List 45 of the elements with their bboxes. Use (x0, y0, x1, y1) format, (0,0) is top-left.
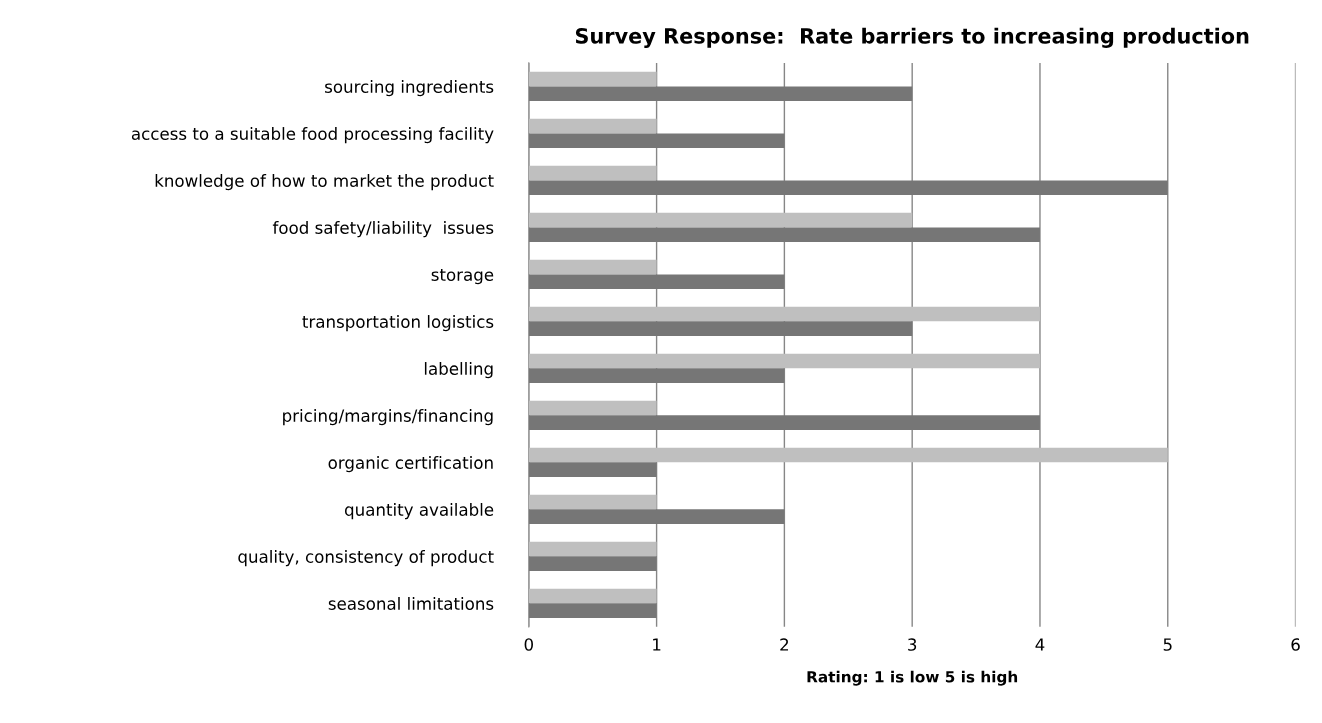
bar (528, 259, 657, 275)
x-tick-label: 0 (524, 638, 533, 651)
y-tick-label: transportation logistics (302, 315, 494, 332)
x-tick-label: 2 (780, 638, 789, 651)
bar (528, 603, 657, 618)
x-tick-label: 5 (1163, 638, 1172, 651)
y-tick-label: storage (431, 269, 494, 285)
bar (528, 180, 1168, 195)
bar (528, 494, 657, 510)
x-axis-title: Rating: 1 is low 5 is high (807, 670, 1018, 686)
bar (528, 400, 657, 416)
bar (528, 274, 785, 289)
y-tick-label: sourcing ingredients (325, 80, 494, 97)
y-tick-label: labelling (424, 362, 493, 379)
y-tick-label: access to a suitable food processing facility (131, 127, 494, 144)
x-tick-label: 1 (653, 638, 661, 651)
y-tick-label: organic certification (328, 456, 493, 473)
bar (528, 133, 785, 148)
bar (528, 588, 657, 604)
bar (528, 212, 913, 228)
bar (528, 227, 1040, 242)
bar (528, 447, 1168, 463)
bar (528, 509, 785, 524)
x-tick-label: 4 (1035, 638, 1045, 651)
bar (528, 353, 1040, 369)
chart-title: Survey Response: Rate barriers to increasing production (575, 27, 1249, 48)
bar (528, 306, 1040, 322)
bar (528, 415, 1040, 430)
y-tick-label: quantity available (344, 503, 494, 520)
bar (528, 321, 913, 336)
y-tick-label: pricing/margins/financing (283, 409, 493, 426)
bar (528, 71, 657, 87)
bar (528, 462, 657, 477)
bar (528, 368, 785, 383)
x-tick-label: 6 (1291, 638, 1300, 651)
bar (528, 165, 657, 181)
bar (528, 541, 657, 557)
y-tick-label: food safety/liability issues (272, 221, 494, 238)
bar (528, 556, 657, 571)
y-tick-label: quality, consistency of product (238, 550, 494, 567)
x-tick-label: 3 (908, 638, 917, 651)
y-tick-label: knowledge of how to market the product (155, 174, 494, 191)
bar (528, 86, 913, 101)
y-tick-label: seasonal limitations (328, 597, 494, 610)
bar (528, 118, 657, 134)
